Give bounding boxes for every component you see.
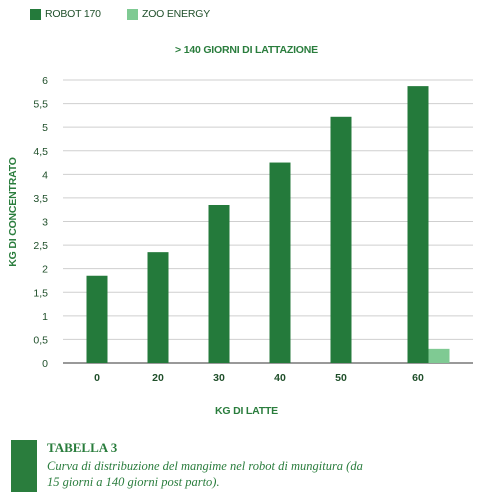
x-tick-label: 20 [152,372,164,384]
chart-title: > 140 GIORNI DI LATTAZIONE [175,44,318,56]
legend-swatch-robot-170 [30,9,41,20]
bar-robot-170 [86,275,108,363]
y-tick-label: 0 [42,358,48,370]
y-tick-label: 2,5 [33,240,48,252]
bar-robot-170 [330,116,352,363]
y-tick-label: 1,5 [33,287,48,299]
x-tick-label: 50 [335,372,347,384]
x-axis-label: KG DI LATTE [215,405,278,417]
y-tick-label: 1 [42,311,48,323]
bar-robot-170 [147,252,169,363]
y-tick-label: 3 [42,217,48,229]
y-tick-label: 2 [42,264,48,276]
y-tick-label: 3,5 [33,193,48,205]
x-tick-label: 0 [94,372,100,384]
x-tick-label: 40 [274,372,286,384]
x-tick-label: 30 [213,372,225,384]
y-tick-label: 0,5 [33,334,48,346]
caption-text: Curva di distribuzione del mangime nel r… [47,459,363,489]
y-tick-label: 6 [42,75,48,87]
legend-label-robot-170: ROBOT 170 [45,8,101,20]
y-tick-label: 4,5 [33,146,48,158]
legend-swatch-zoo-energy [127,9,138,20]
caption-title: TABELLA 3 [47,440,118,455]
bar-chart: 00,511,522,533,544,555,560 20 30 40 50 60 [33,75,473,384]
y-tick-label: 5,5 [33,99,48,111]
y-tick-label: 5 [42,122,48,134]
legend-label-zoo-energy: ZOO ENERGY [142,8,211,20]
x-tick-label: 60 [412,372,424,384]
bar-zoo-energy [428,348,450,363]
bar-robot-170 [208,204,230,363]
bar-robot-170 [407,86,429,364]
bar-robot-170 [269,162,291,363]
y-tick-label: 4 [42,169,48,181]
caption-accent-bar [11,440,37,492]
